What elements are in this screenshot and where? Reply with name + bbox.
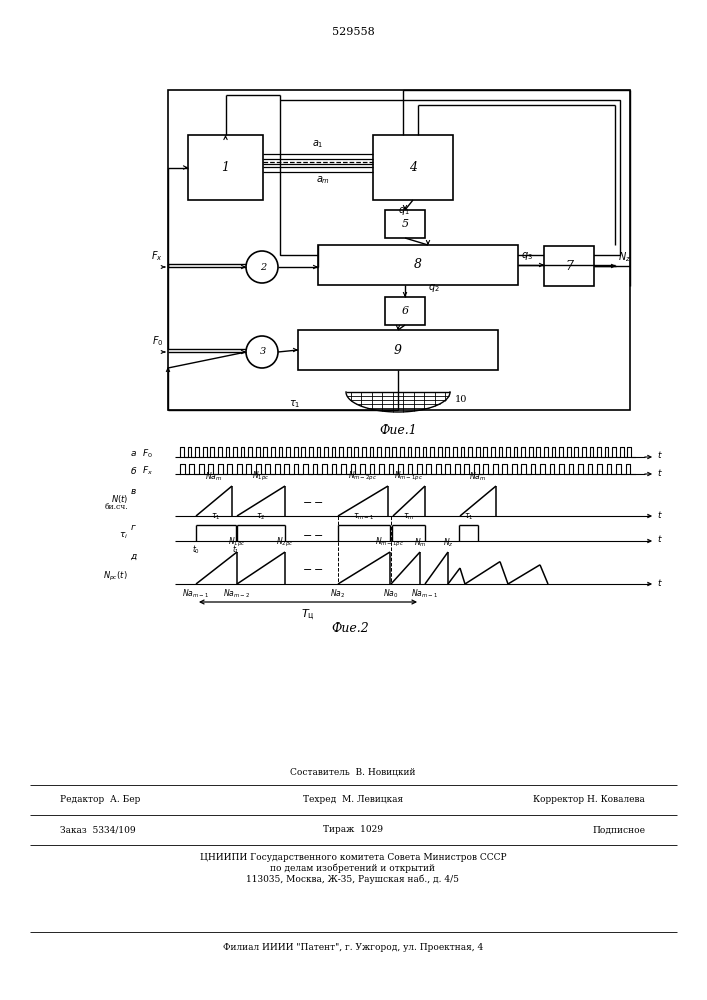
Bar — [188, 135, 263, 200]
Text: Составитель  В. Новицкий: Составитель В. Новицкий — [291, 768, 416, 776]
Text: Подписное: Подписное — [592, 826, 645, 834]
Text: $q_1$: $q_1$ — [398, 205, 410, 217]
Text: $Na_m$: $Na_m$ — [469, 471, 486, 483]
Text: 9: 9 — [394, 344, 402, 357]
Text: $t$: $t$ — [657, 466, 663, 478]
Text: $Na_0$: $Na_0$ — [383, 587, 399, 599]
Text: 8: 8 — [414, 258, 422, 271]
Text: $t$: $t$ — [657, 534, 663, 544]
Text: $t$: $t$ — [657, 576, 663, 587]
Text: 10: 10 — [455, 395, 467, 404]
Text: $--$: $--$ — [302, 496, 324, 506]
Text: $г$: $г$ — [130, 522, 136, 532]
Text: $a_m$: $a_m$ — [316, 174, 330, 186]
Text: $Na_{m-1}$: $Na_{m-1}$ — [411, 587, 438, 599]
Text: $N(t)$: $N(t)$ — [110, 493, 128, 505]
Text: Техред  М. Левицкая: Техред М. Левицкая — [303, 796, 403, 804]
Text: $--$: $--$ — [302, 563, 324, 573]
Text: $q_2$: $q_2$ — [428, 282, 440, 294]
Text: 5: 5 — [402, 219, 409, 229]
Text: $t$: $t$ — [657, 450, 663, 460]
Text: 113035, Москва, Ж-35, Раушская наб., д. 4/5: 113035, Москва, Ж-35, Раушская наб., д. … — [247, 874, 460, 884]
Text: $N_{m-1pc}$: $N_{m-1pc}$ — [395, 470, 423, 483]
Text: $T_{\rm ц}$: $T_{\rm ц}$ — [301, 607, 315, 622]
Text: $F_x$: $F_x$ — [151, 249, 163, 263]
Text: $\tau_i$: $\tau_i$ — [119, 531, 128, 541]
Text: 7: 7 — [565, 259, 573, 272]
Text: 6: 6 — [402, 306, 409, 316]
Text: Филиал ИИИИ "Патент", г. Ужгород, ул. Проектная, 4: Филиал ИИИИ "Патент", г. Ужгород, ул. Пр… — [223, 944, 483, 952]
Text: $д$: $д$ — [130, 552, 138, 562]
Text: $б$: $б$ — [130, 466, 137, 477]
Text: $--$: $--$ — [302, 529, 324, 539]
Text: по делам изобретений и открытий: по делам изобретений и открытий — [271, 863, 436, 873]
Text: $N_z$: $N_z$ — [443, 536, 453, 549]
Text: 529558: 529558 — [332, 27, 375, 37]
Bar — [298, 330, 498, 370]
Text: $t_1$: $t_1$ — [232, 544, 240, 556]
Text: $\tau_1$: $\tau_1$ — [211, 512, 221, 522]
Text: 1: 1 — [221, 161, 230, 174]
Text: $N_m$: $N_m$ — [414, 536, 426, 549]
Text: $N_z$: $N_z$ — [618, 250, 631, 264]
Text: Фие.2: Фие.2 — [331, 622, 369, 635]
Text: $Na_{m-2}$: $Na_{m-2}$ — [223, 587, 250, 599]
Bar — [168, 90, 630, 410]
Text: $Na_m$: $Na_m$ — [205, 471, 223, 483]
Text: $Na_2$: $Na_2$ — [330, 587, 346, 599]
Text: 3: 3 — [260, 348, 266, 357]
Bar — [544, 246, 594, 286]
Text: $Na_{m-1}$: $Na_{m-1}$ — [182, 587, 209, 599]
Text: $N_{1pc}$: $N_{1pc}$ — [228, 536, 245, 549]
Text: $\tau_1$: $\tau_1$ — [464, 512, 473, 522]
Text: $t$: $t$ — [657, 508, 663, 520]
Text: Редактор  А. Бер: Редактор А. Бер — [60, 796, 141, 804]
Text: $a_1$: $a_1$ — [312, 138, 324, 150]
Bar — [373, 135, 453, 200]
Text: $N_{pc}(t)$: $N_{pc}(t)$ — [103, 569, 128, 583]
Text: Корректор Н. Ковалева: Корректор Н. Ковалева — [533, 796, 645, 804]
Text: Заказ  5334/109: Заказ 5334/109 — [60, 826, 136, 834]
Text: $F_0$: $F_0$ — [151, 334, 163, 348]
Bar — [385, 297, 425, 325]
Text: ЦНИИПИ Государственного комитета Совета Министров СССР: ЦНИИПИ Государственного комитета Совета … — [199, 852, 506, 861]
Text: $t_0$: $t_0$ — [192, 544, 200, 556]
Text: $N_{1pc}$: $N_{1pc}$ — [252, 470, 269, 483]
Bar — [280, 100, 620, 255]
Text: $\tau_2$: $\tau_2$ — [256, 512, 266, 522]
Text: би.сч.: би.сч. — [105, 503, 128, 511]
Text: $\tau_1$: $\tau_1$ — [289, 398, 300, 410]
Text: Фие.1: Фие.1 — [379, 424, 417, 436]
Text: $F_x$: $F_x$ — [142, 465, 153, 477]
Text: $N_{m-1pc}$: $N_{m-1pc}$ — [375, 536, 404, 549]
Text: 2: 2 — [260, 262, 266, 271]
Text: Тираж  1029: Тираж 1029 — [323, 826, 383, 834]
Text: 4: 4 — [409, 161, 417, 174]
Text: $\tau_m$: $\tau_m$ — [403, 512, 414, 522]
Text: $в$: $в$ — [130, 487, 137, 495]
Text: $F_0$: $F_0$ — [142, 448, 153, 460]
Text: $a$: $a$ — [130, 450, 137, 458]
Text: $N_{2pc}$: $N_{2pc}$ — [276, 536, 293, 549]
Text: $q_3$: $q_3$ — [521, 250, 533, 262]
Text: $N_{m-2pc}$: $N_{m-2pc}$ — [349, 470, 378, 483]
Text: $\tau_{m-1}$: $\tau_{m-1}$ — [354, 512, 375, 522]
Bar — [385, 210, 425, 238]
Bar — [318, 245, 518, 285]
